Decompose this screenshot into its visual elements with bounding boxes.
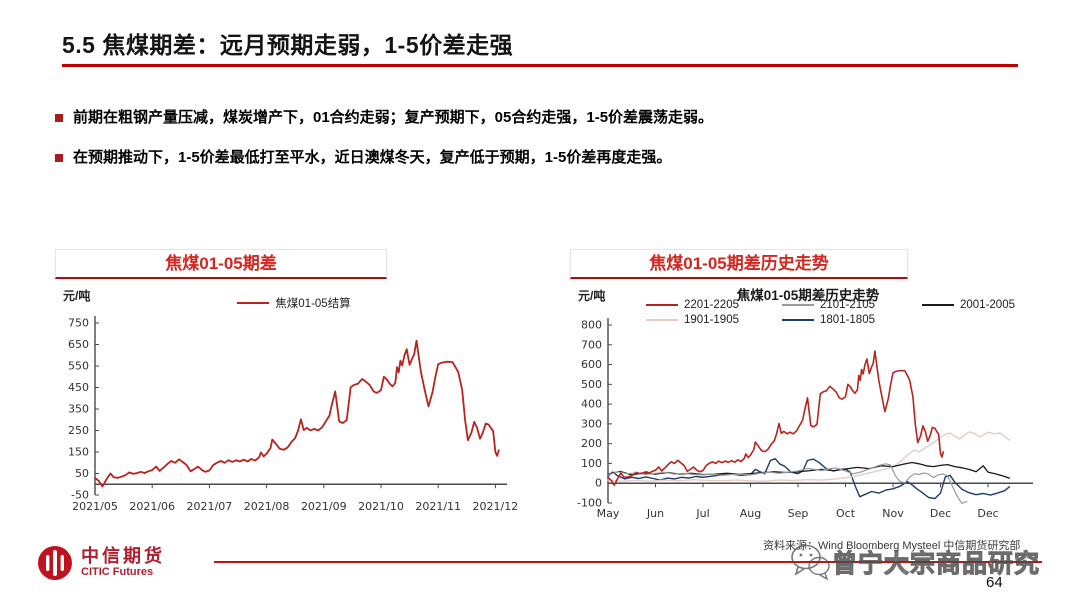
chart-panel-header: 焦煤01-05期差: [55, 249, 387, 279]
series-line-2101-2105: [607, 463, 968, 504]
legend-label: 1901-1905: [684, 314, 739, 326]
x-tick-label: 2021/11: [415, 500, 461, 513]
y-tick-label: 650: [68, 338, 89, 351]
y-tick-label: 100: [581, 457, 602, 470]
x-tick-label: Oct: [836, 507, 856, 520]
series-line-2201-2205: [607, 350, 945, 486]
legend-swatch-icon: [646, 319, 678, 321]
chart-panel-right: 焦煤01-05期差历史走势 元/吨 焦煤01-05期差历史走势 2201-220…: [570, 249, 1048, 541]
y-tick-label: 0: [595, 477, 602, 490]
citic-futures-logo: 中信期货 CITIC Futures: [36, 544, 165, 582]
logo-name-en: CITIC Futures: [81, 566, 154, 578]
y-tick-label: 750: [68, 317, 89, 330]
y-tick-label: 550: [68, 360, 89, 373]
legend-swatch-icon: [646, 304, 678, 306]
watermark-text: 曾宁大宗商品研究: [831, 550, 1041, 579]
logo-name-cn: 中信期货: [81, 546, 165, 566]
legend-swatch-icon: [782, 304, 814, 306]
x-tick-label: Aug: [740, 507, 761, 520]
y-tick-label: 350: [68, 403, 89, 416]
y-tick-label: 150: [68, 446, 89, 459]
y-tick-label: 700: [581, 338, 602, 351]
page-title: 5.5 焦煤期差：远月预期走弱，1-5价差走强: [62, 32, 514, 58]
y-tick-label: 400: [581, 398, 602, 411]
legend-label: 2101-2105: [820, 299, 875, 311]
x-tick-label: Dec: [930, 507, 951, 520]
x-tick-label: Sep: [788, 507, 809, 520]
x-tick-label: Jun: [646, 507, 664, 520]
legend-item: 2201-2205: [646, 299, 782, 311]
y-axis-unit-label: 元/吨: [63, 289, 91, 303]
legend-item: 焦煤01-05结算: [237, 295, 351, 311]
legend-swatch-icon: [237, 302, 270, 304]
y-tick-label: 300: [581, 417, 602, 430]
y-tick-label: 450: [68, 381, 89, 394]
chart-legend: 焦煤01-05结算: [55, 295, 533, 311]
series-line-1901-1905: [607, 431, 1011, 482]
wechat-icon: [791, 544, 830, 581]
x-tick-label: 2021/12: [473, 500, 519, 513]
x-tick-label: 2021/08: [244, 500, 290, 513]
legend-item: 2101-2105: [782, 299, 922, 311]
chart-legend: 2201-2205 2101-2105 2001-2005 1901-1905 1801…: [646, 299, 1072, 326]
x-tick-label: Nov: [882, 507, 904, 520]
x-tick-label: 2021/10: [358, 500, 404, 513]
series-line-1801-1805: [607, 457, 1011, 500]
title-underline: [62, 64, 1018, 67]
chart-panel-left: 焦煤01-05期差 元/吨 焦煤01-05结算 750 650 550 450 350 2…: [55, 249, 533, 541]
legend-item: 1901-1905: [646, 314, 782, 326]
legend-label: 2001-2005: [960, 299, 1015, 311]
bullet-text: 在预期推动下，1-5价差最低打至平水，近日澳煤冬天，复产低于预期，1-5价差再度…: [73, 149, 672, 166]
bullet-square-icon: [55, 114, 63, 122]
legend-label: 1801-1805: [820, 314, 875, 326]
x-tick-label: Jul: [695, 507, 709, 520]
watermark: 曾宁大宗商品研究: [788, 541, 1040, 583]
chart-panel-header: 焦煤01-05期差历史走势: [570, 249, 908, 279]
x-tick-label: 2021/06: [129, 500, 175, 513]
bullet-text: 前期在粗钢产量压减，煤炭增产下，01合约走弱；复产预期下，05合约走强，1-5价…: [73, 109, 714, 126]
bullet-square-icon: [55, 154, 63, 162]
y-tick-label: 800: [581, 319, 602, 332]
y-tick-label: 50: [75, 467, 89, 480]
y-tick-label: 200: [581, 437, 602, 450]
series-line-焦煤01-05结算: [94, 339, 500, 488]
x-tick-label: 2021/05: [72, 500, 118, 513]
data-source-note: 资料来源：Wind Bloomberg Mysteel 中信期货研究部: [763, 540, 1021, 552]
x-tick-label: May: [597, 507, 620, 520]
bullet-point: 在预期推动下，1-5价差最低打至平水，近日澳煤冬天，复产低于预期，1-5价差再度…: [55, 148, 1035, 168]
x-tick-label: 2021/09: [301, 500, 347, 513]
logo-text: 中信期货 CITIC Futures: [81, 547, 165, 579]
legend-label: 2201-2205: [684, 299, 739, 311]
y-tick-label: -100: [577, 497, 602, 510]
y-tick-label: -50: [71, 489, 89, 502]
legend-swatch-icon: [782, 319, 814, 321]
y-tick-label: 250: [68, 424, 89, 437]
x-tick-label: Dec: [977, 507, 998, 520]
chart-internal-title: 焦煤01-05期差历史走势: [736, 288, 880, 303]
y-tick-label: 500: [581, 378, 602, 391]
page-number: 64: [986, 574, 1003, 591]
y-axis-unit-label: 元/吨: [578, 289, 606, 303]
citic-logo-icon: [38, 546, 72, 580]
footer-divider: [214, 561, 1042, 563]
y-tick-label: 600: [581, 358, 602, 371]
legend-label: 焦煤01-05结算: [275, 298, 351, 310]
bullet-point: 前期在粗钢产量压减，煤炭增产下，01合约走弱；复产预期下，05合约走强，1-5价…: [55, 108, 1035, 128]
legend-item: 1801-1805: [782, 314, 922, 326]
legend-item: 2001-2005: [922, 299, 1072, 311]
legend-swatch-icon: [922, 304, 954, 306]
x-tick-label: 2021/07: [187, 500, 233, 513]
